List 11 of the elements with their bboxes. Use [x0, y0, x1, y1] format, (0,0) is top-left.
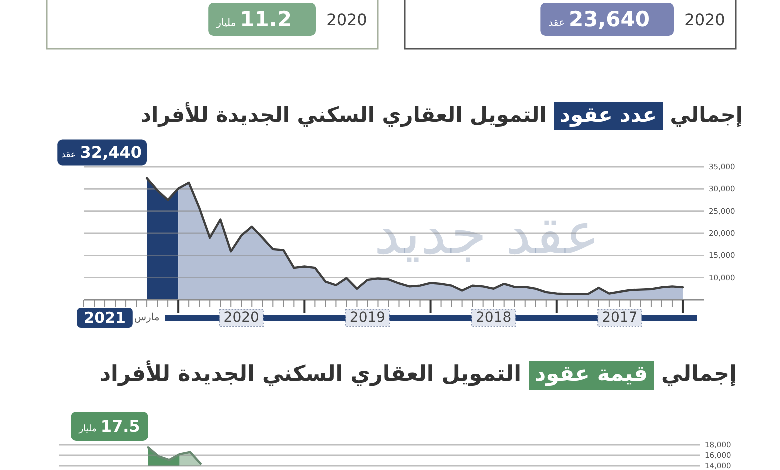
chart-title: إجمالي قيمة عقود التمويل العقاري السكني الجديدة للأفراد: [100, 361, 737, 389]
x-tick-label: 2019: [350, 310, 386, 326]
x-tick-label: 2020: [224, 310, 260, 326]
x-tick-label: 2021: [84, 309, 126, 327]
category-label: 2020: [326, 10, 368, 30]
chart-title: إجمالي عدد عقود التمويل العقاري السكني الجديدة للأفراد: [140, 101, 743, 130]
line-series: [147, 446, 202, 465]
x-tick-label: 2018: [476, 310, 512, 326]
x-tick-label: مارس: [134, 312, 160, 324]
x-tick-label: 2017: [602, 310, 638, 326]
category-label: 2020: [684, 10, 726, 30]
